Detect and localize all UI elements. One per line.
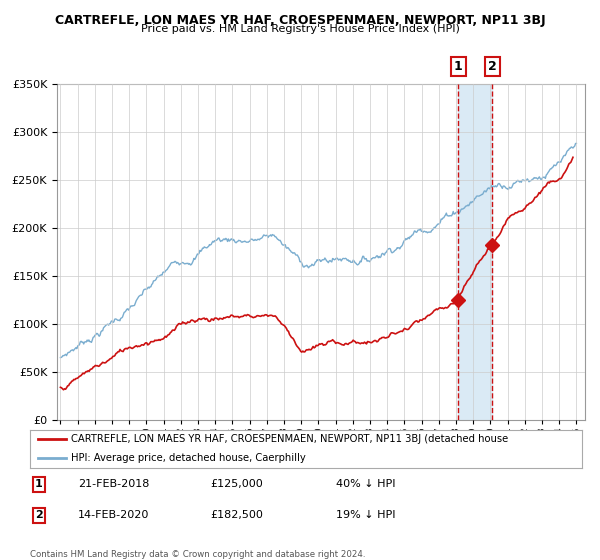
Text: 19% ↓ HPI: 19% ↓ HPI [336,510,395,520]
Bar [458,84,493,420]
Text: HPI: Average price, detached house, Caerphilly: HPI: Average price, detached house, Caer… [71,453,306,463]
Text: £125,000: £125,000 [210,479,263,489]
Text: 21-FEB-2018: 21-FEB-2018 [78,479,149,489]
Text: 2: 2 [488,60,497,73]
Text: 40% ↓ HPI: 40% ↓ HPI [336,479,395,489]
Text: CARTREFLE, LON MAES YR HAF, CROESPENMAEN, NEWPORT, NP11 3BJ (detached house: CARTREFLE, LON MAES YR HAF, CROESPENMAEN… [71,434,509,444]
Text: 1: 1 [35,479,43,489]
Text: 2: 2 [35,510,43,520]
Text: CARTREFLE, LON MAES YR HAF, CROESPENMAEN, NEWPORT, NP11 3BJ: CARTREFLE, LON MAES YR HAF, CROESPENMAEN… [55,14,545,27]
Text: Contains HM Land Registry data © Crown copyright and database right 2024.
This d: Contains HM Land Registry data © Crown c… [30,550,365,560]
Text: 1: 1 [454,60,463,73]
Text: 14-FEB-2020: 14-FEB-2020 [78,510,149,520]
Text: Price paid vs. HM Land Registry's House Price Index (HPI): Price paid vs. HM Land Registry's House … [140,24,460,34]
Text: £182,500: £182,500 [210,510,263,520]
